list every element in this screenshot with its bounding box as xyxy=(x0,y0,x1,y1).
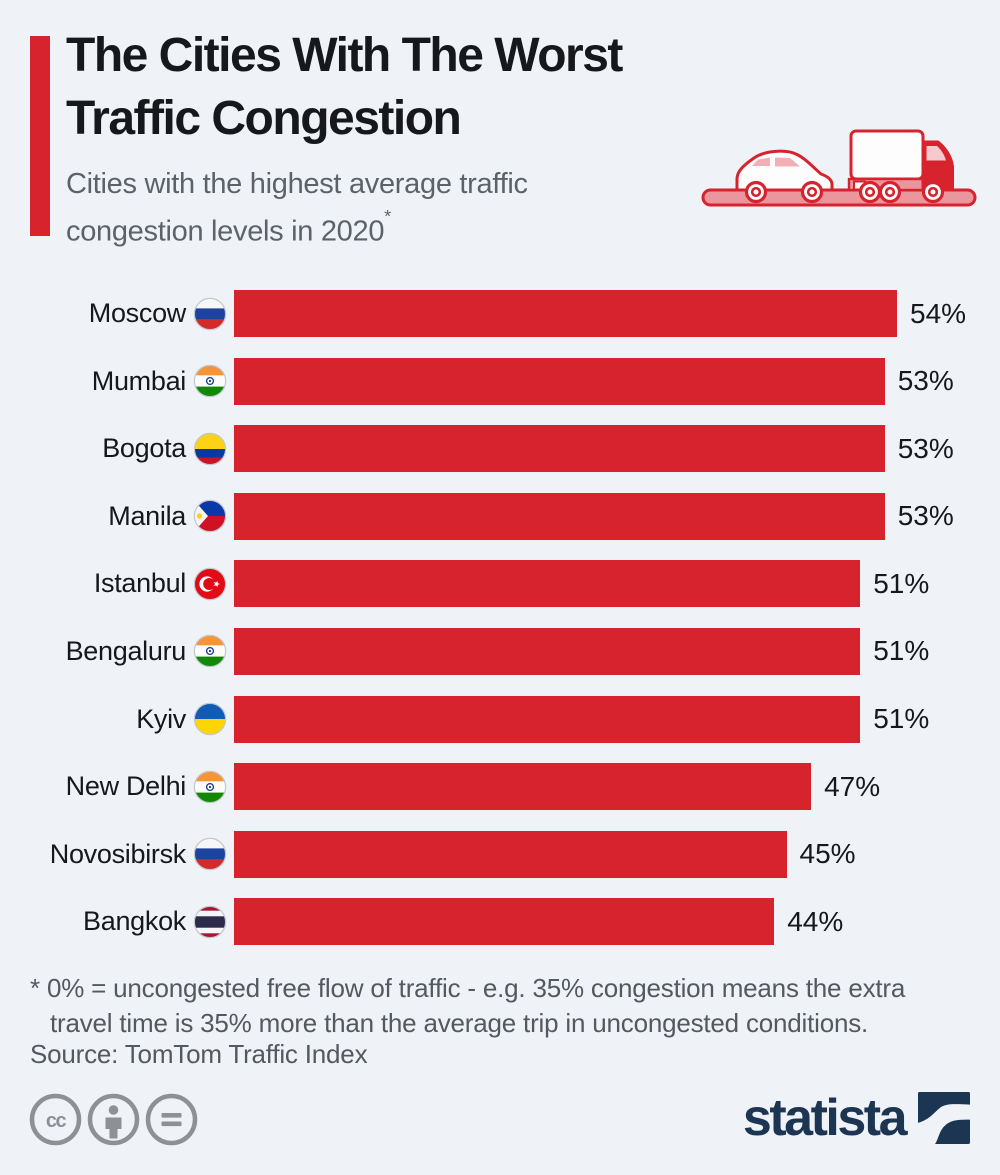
value-label: 44% xyxy=(787,905,844,937)
value-label: 53% xyxy=(897,500,954,532)
statista-wordmark: statista xyxy=(742,1089,908,1147)
flag-philippines-icon xyxy=(193,500,227,533)
flag xyxy=(193,905,227,939)
bar-row-mumbai: Mumbai 53% xyxy=(30,357,990,405)
bar xyxy=(234,830,787,878)
flag xyxy=(193,702,227,736)
city-label: Bangkok xyxy=(83,906,186,937)
city-label: Bengaluru xyxy=(65,635,187,666)
footnote-line2: travel time is 35% more than the average… xyxy=(50,1008,869,1038)
chart-title: The Cities With The Worst Traffic Congest… xyxy=(66,24,623,150)
source-label: Source: TomTom Traffic Index xyxy=(30,1039,368,1069)
car-wheel-hub xyxy=(806,186,818,198)
city-label: Mumbai xyxy=(91,365,187,396)
flag-india-icon xyxy=(193,770,227,803)
bar-row-bangkok: Bangkok 44% xyxy=(30,898,990,946)
flag xyxy=(193,297,227,331)
truck-cargo-box xyxy=(849,129,925,181)
bar-row-manila: Manila 53% xyxy=(30,492,990,540)
flag-india-icon xyxy=(193,364,227,398)
chart-subtitle-line1: Cities with the highest average traffic xyxy=(66,168,528,200)
footnote: * 0% = uncongested free flow of traffic … xyxy=(30,971,980,1041)
flag xyxy=(193,770,227,804)
flag-india-icon xyxy=(193,635,227,668)
city-label: Istanbul xyxy=(93,568,186,599)
bar xyxy=(234,492,885,540)
bar xyxy=(234,898,775,946)
statista-logo: statista xyxy=(743,1090,970,1146)
bar-row-moscow: Moscow 54% xyxy=(30,290,990,337)
value-label: 51% xyxy=(873,635,930,667)
flag-colombia-icon xyxy=(193,432,227,465)
value-label: 45% xyxy=(799,838,856,870)
cc-icon: cc xyxy=(29,1093,82,1146)
flag-turkey-icon xyxy=(193,567,227,601)
truck-wheel xyxy=(858,180,882,204)
flag xyxy=(193,837,227,871)
bar-row-new-delhi: New Delhi 47% xyxy=(30,763,990,811)
bar xyxy=(234,627,861,675)
flag-russia-icon xyxy=(193,838,227,871)
value-label: 51% xyxy=(873,567,930,599)
car-wheel xyxy=(800,180,824,204)
truck-wheel xyxy=(921,180,945,204)
city-label: Manila xyxy=(108,500,186,531)
city-label: Moscow xyxy=(88,298,187,328)
city-label: Kyiv xyxy=(136,703,186,734)
chart-title-line1: The Cities With The Worst xyxy=(66,29,623,82)
no-derivatives-icon xyxy=(145,1093,198,1146)
flag xyxy=(193,567,227,601)
value-label: 54% xyxy=(910,297,967,329)
bar-row-bengaluru: Bengaluru 51% xyxy=(30,627,990,675)
car-front-window xyxy=(775,157,800,167)
footnote-marker: * xyxy=(384,205,391,226)
chart-title-line2: Traffic Congestion xyxy=(66,92,462,145)
title-accent-bar xyxy=(30,36,50,236)
city-label: New Delhi xyxy=(65,771,187,802)
flag-thailand-icon xyxy=(193,905,227,939)
statista-logo-mark-icon xyxy=(918,1092,970,1144)
bar-row-kyiv: Kyiv 51% xyxy=(30,695,990,743)
bar-chart: Moscow 54% Mumbai 53% Bogota 53% Manila … xyxy=(30,290,990,966)
flag-ukraine-icon xyxy=(193,702,227,736)
value-label: 53% xyxy=(897,365,954,397)
bar-row-bogota: Bogota 53% xyxy=(30,425,990,473)
bar-row-novosibirsk: Novosibirsk 45% xyxy=(30,830,990,878)
bar xyxy=(234,763,812,811)
flag-russia-icon xyxy=(193,297,227,330)
flag xyxy=(193,499,227,533)
truck-wheel xyxy=(878,180,902,204)
bar xyxy=(234,290,897,337)
city-label: Bogota xyxy=(102,433,186,464)
bar-row-istanbul: Istanbul 51% xyxy=(30,560,990,608)
svg-text:cc: cc xyxy=(46,1110,67,1132)
truck-wheel-hub xyxy=(884,186,896,198)
car-wheel xyxy=(744,180,768,204)
chart-subtitle-line2: congestion levels in 2020 xyxy=(66,215,385,248)
truck-cab-window xyxy=(926,146,946,161)
bar xyxy=(234,695,861,743)
value-label: 47% xyxy=(824,770,881,802)
value-label: 51% xyxy=(873,703,930,735)
car-rear-window xyxy=(752,157,770,166)
car-behind-truck-traffic-icon xyxy=(701,129,977,207)
bar xyxy=(234,560,861,608)
flag xyxy=(193,364,227,398)
car-wheel-hub xyxy=(750,186,762,198)
value-label: 53% xyxy=(897,432,954,464)
attribution-icon xyxy=(87,1093,140,1146)
city-label: Novosibirsk xyxy=(49,838,187,869)
license-icons: cc xyxy=(28,1092,199,1147)
flag xyxy=(193,432,227,466)
truck-wheel-hub xyxy=(864,186,876,198)
flag xyxy=(193,634,227,668)
road-shape xyxy=(701,188,977,207)
bar xyxy=(234,425,885,473)
chart-subtitle: Cities with the highest average traffic c… xyxy=(66,164,528,252)
truck-wheel-hub xyxy=(927,186,939,198)
bar xyxy=(234,357,885,405)
footnote-line1: * 0% = uncongested free flow of traffic … xyxy=(30,973,906,1003)
